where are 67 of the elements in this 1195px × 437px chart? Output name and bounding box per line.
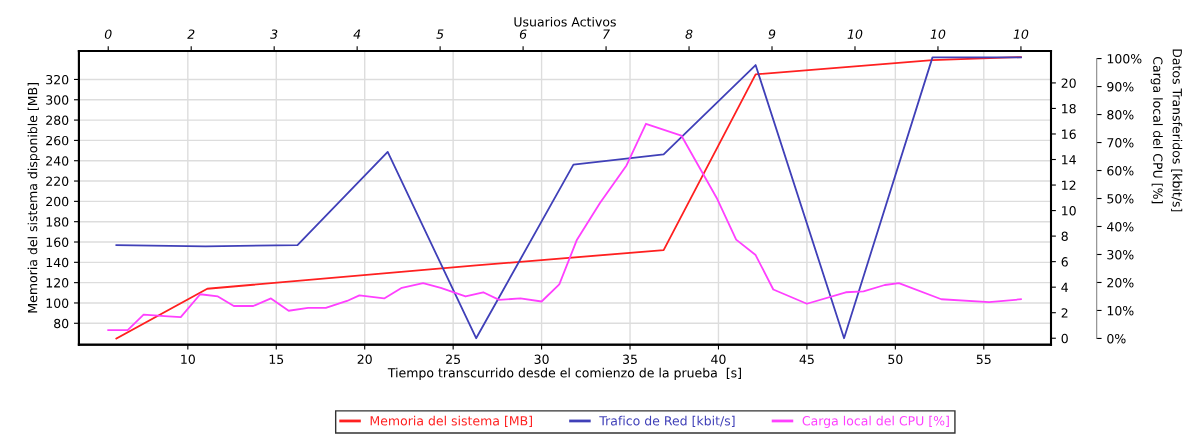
y2-tick-label: 14 xyxy=(1062,155,1076,165)
legend-label: Carga local del CPU [%] xyxy=(802,415,949,428)
x-tick-label: 45 xyxy=(799,354,814,365)
y-tick-label: 240 xyxy=(46,156,69,166)
y-axis-title: Memoria del sistema disponible [MB] xyxy=(27,83,40,313)
y-tick-label: 280 xyxy=(46,115,69,126)
x2-axis-title: Usuarios Activos xyxy=(514,16,616,27)
x-tick-label: 50 xyxy=(888,354,903,365)
y-tick-label: 100 xyxy=(46,298,69,308)
y-tick-label: 120 xyxy=(46,278,69,288)
text: 3 xyxy=(270,29,278,39)
y2-tick-label: 10 xyxy=(1062,206,1076,216)
y-tick-label: 140 xyxy=(46,257,69,268)
x-tick-label: 25 xyxy=(446,354,461,365)
y-tick-label: 180 xyxy=(46,217,69,227)
text: 10 xyxy=(930,29,946,39)
text: 10 xyxy=(1013,29,1029,39)
y-tick-label: 160 xyxy=(46,237,69,247)
y3-tick-label: 60% xyxy=(1107,165,1134,176)
text: 4 xyxy=(353,29,361,39)
x-tick-label: 35 xyxy=(623,354,637,365)
y2-tick-label: 20 xyxy=(1061,78,1076,88)
y3-tick-label: 20% xyxy=(1107,277,1134,288)
y-tick-label: 260 xyxy=(46,135,69,146)
line-series xyxy=(115,56,1022,340)
y2-tick-label: 18 xyxy=(1062,103,1076,114)
y-tick-label: 80 xyxy=(54,318,69,329)
text: 10 xyxy=(847,29,863,39)
text: 6 xyxy=(519,29,527,39)
x-tick-label: 15 xyxy=(269,354,284,365)
text: 7 xyxy=(603,29,610,39)
y3-tick-label: 80% xyxy=(1107,110,1134,120)
x-tick-label: 10 xyxy=(181,354,195,365)
y3-tick-label: 0% xyxy=(1107,333,1126,344)
y3-tick-label: 50% xyxy=(1107,193,1134,204)
y3-tick-label: 100% xyxy=(1107,54,1142,64)
y-tick-label: 220 xyxy=(46,176,69,186)
y2-tick-label: 0 xyxy=(1061,333,1068,344)
y3-tick-label: 40% xyxy=(1107,221,1134,232)
line-series xyxy=(107,122,1022,331)
x-tick-label: 40 xyxy=(711,354,726,365)
text: 8 xyxy=(685,29,693,39)
y3-tick-label: 70% xyxy=(1107,138,1134,148)
y2-tick-label: 2 xyxy=(1061,308,1068,318)
y2-tick-label: 8 xyxy=(1061,231,1068,242)
text: 0 xyxy=(104,29,112,39)
text: 9 xyxy=(768,29,776,39)
y2-tick-label: 16 xyxy=(1062,129,1076,139)
legend-label: Memoria del sistema [MB] xyxy=(370,415,532,427)
y3-tick-label: 90% xyxy=(1107,82,1134,92)
y3-tick-label: 30% xyxy=(1107,249,1134,260)
y2-tick-label: 4 xyxy=(1061,282,1068,292)
x-axis-title: Tiempo transcurrido desde el comienzo de la prueba [s] xyxy=(387,367,741,380)
x-tick-label: 30 xyxy=(534,354,549,365)
y2-axis-title: Datos Transferidos [kbit/s] xyxy=(1171,49,1183,212)
y2-tick-label: 6 xyxy=(1061,257,1068,267)
y3-axis-title: Carga local del CPU [%] xyxy=(1150,56,1163,204)
y-tick-label: 320 xyxy=(46,74,69,85)
y3-tick-label: 10% xyxy=(1107,305,1134,316)
text: 5 xyxy=(436,29,444,39)
x-tick-label: 55 xyxy=(976,354,991,365)
y2-tick-label: 12 xyxy=(1062,180,1076,190)
y-tick-label: 300 xyxy=(46,95,69,105)
text: 2 xyxy=(187,29,195,39)
x-tick-label: 20 xyxy=(357,354,372,365)
legend-label: Trafico de Red [kbit/s] xyxy=(599,415,735,427)
y-tick-label: 200 xyxy=(46,196,69,207)
